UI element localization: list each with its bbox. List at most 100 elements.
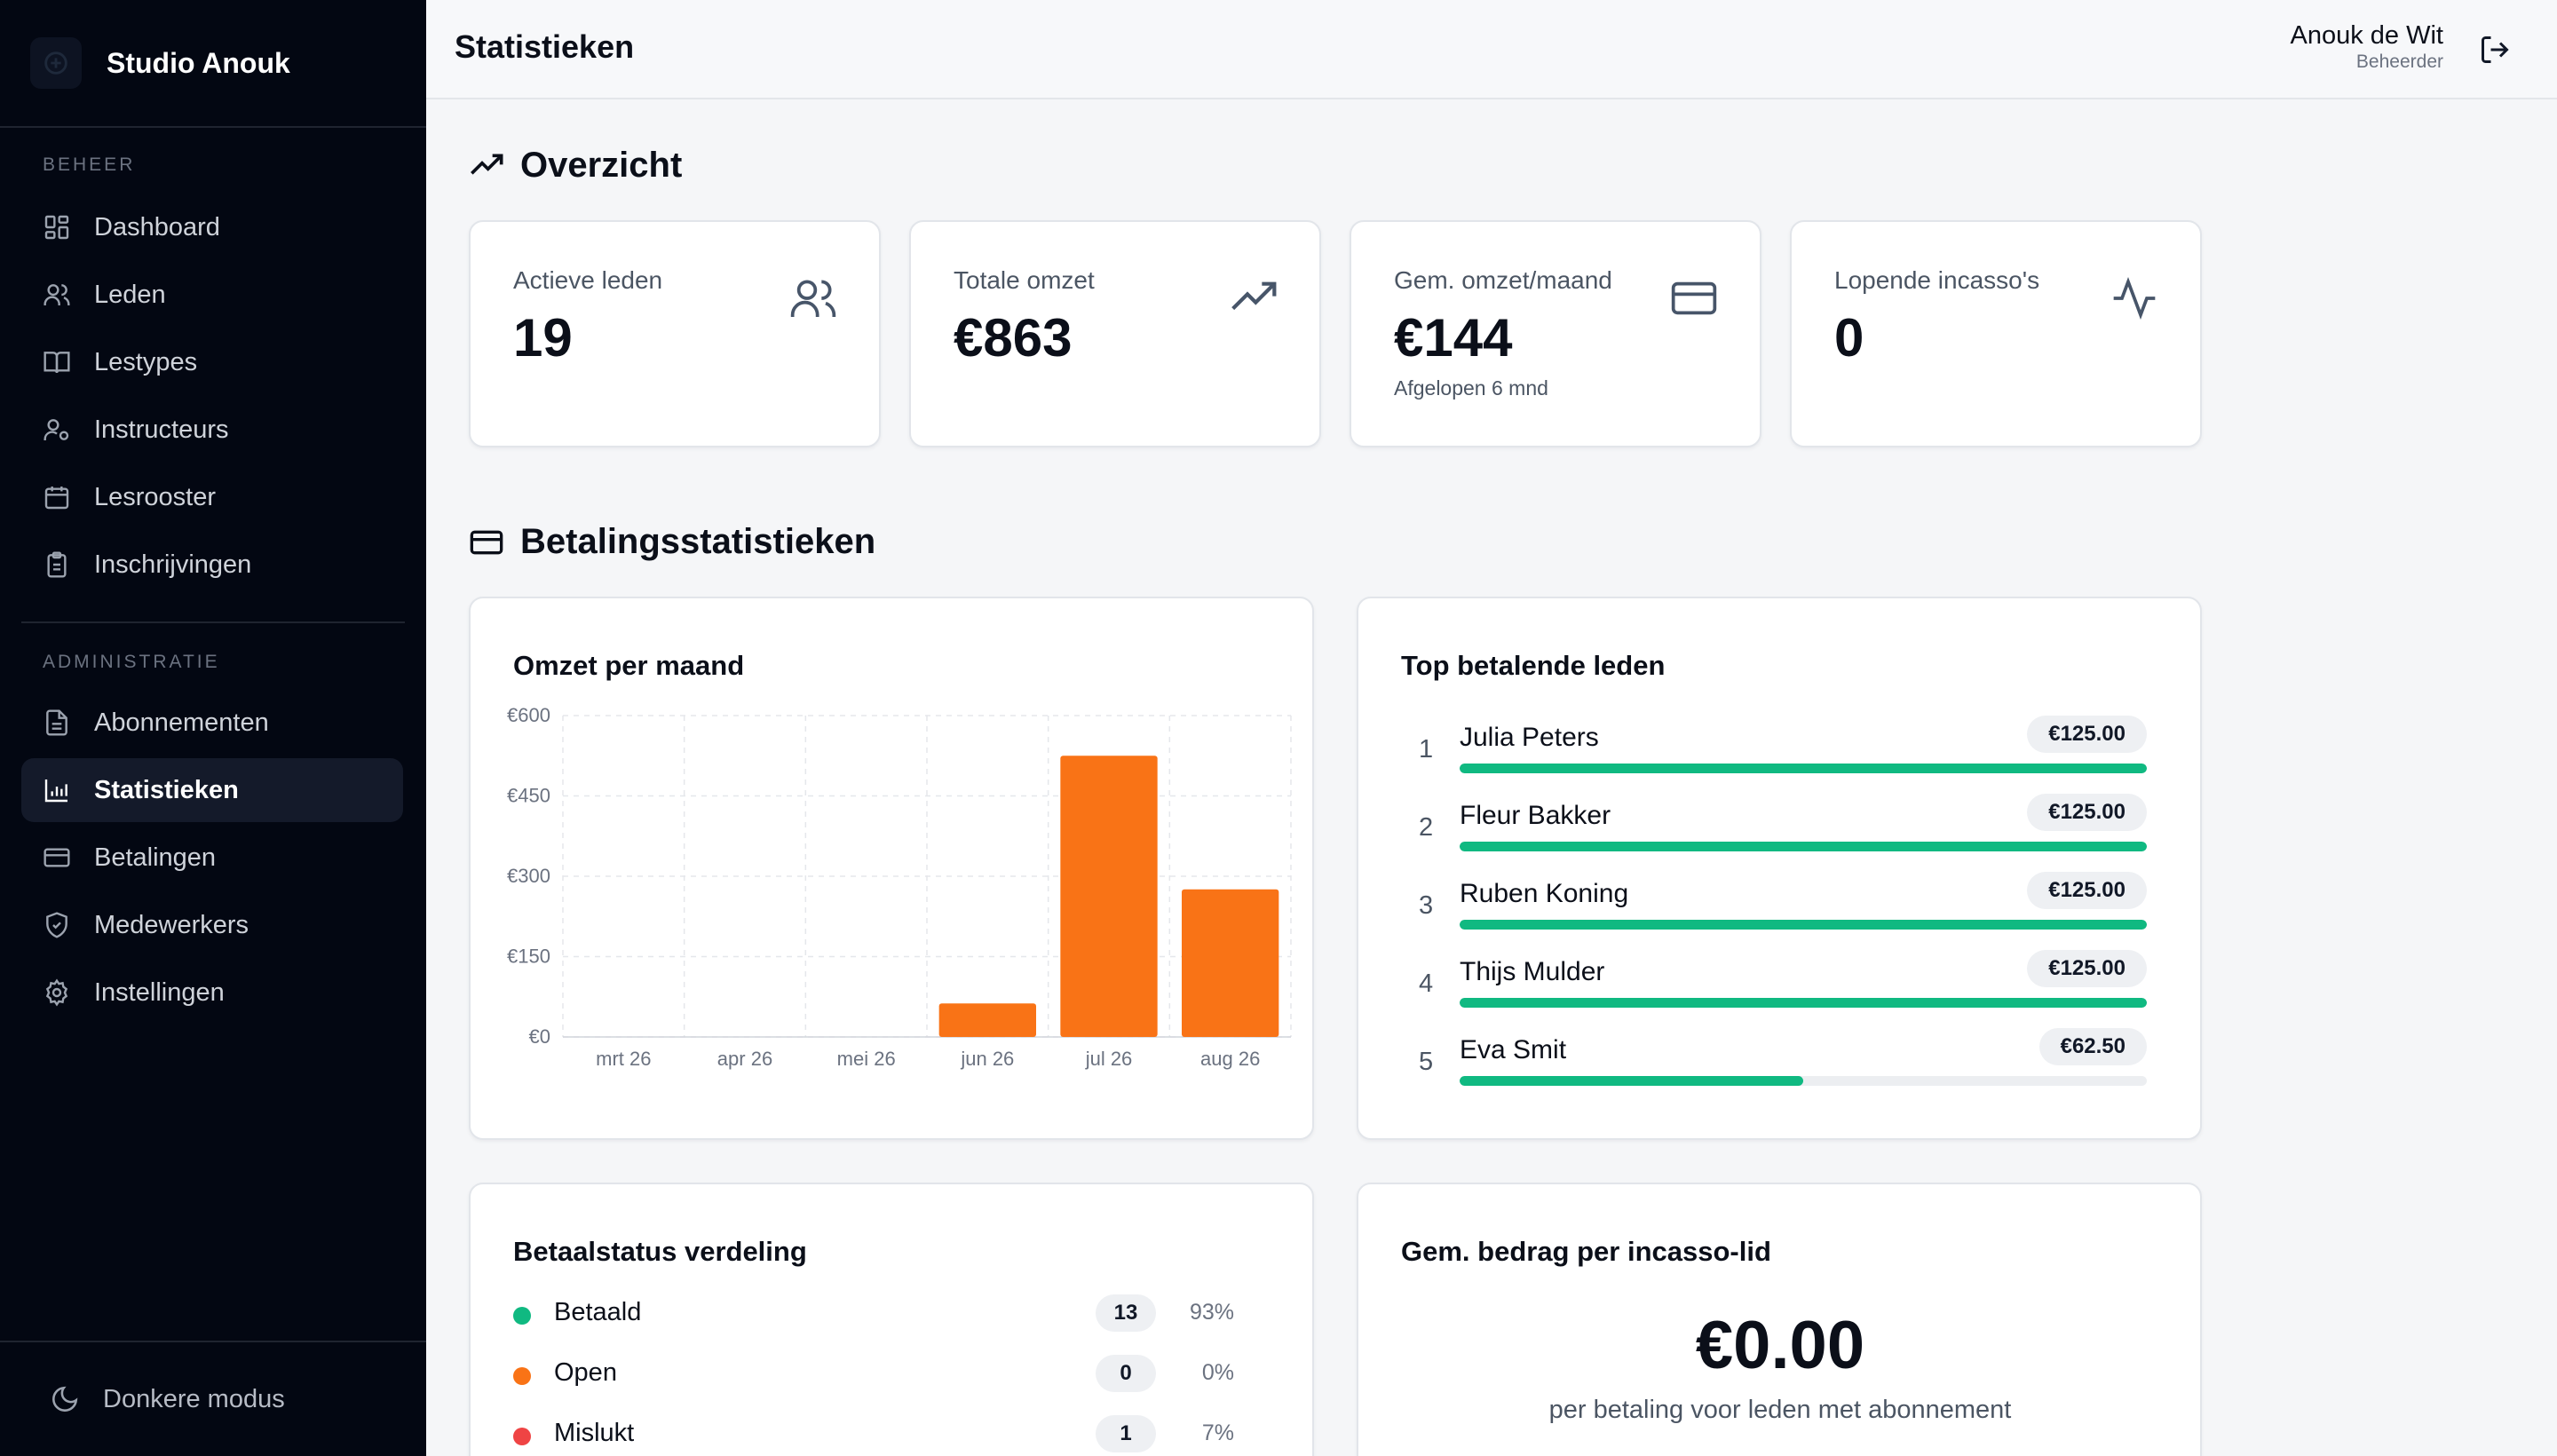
payments-title: Betalingsstatistieken — [469, 522, 875, 562]
member-amount-badge: €125.00 — [2027, 872, 2147, 909]
brand-logo-icon — [30, 37, 82, 89]
y-tick-label: €300 — [507, 865, 550, 887]
revenue-chart-card: Omzet per maand €0 €150 €300 €450 €600 mrt 26… — [469, 597, 1314, 1140]
member-share-fill — [1460, 920, 2147, 930]
sidebar-item-leden[interactable]: Leden — [21, 263, 403, 327]
status-count-badge: 13 — [1096, 1294, 1156, 1332]
top-member-row: 1 Julia Peters €125.00 — [1401, 716, 2147, 801]
status-percentage: 0% — [1201, 1360, 1234, 1385]
sidebar-item-label: Betalingen — [94, 843, 217, 872]
stat-label: Actieve leden — [513, 266, 663, 294]
sidebar-item-inschrijvingen[interactable]: Inschrijvingen — [21, 533, 403, 597]
sidebar-item-dashboard[interactable]: Dashboard — [21, 195, 403, 259]
credit-card-icon — [470, 530, 503, 554]
logout-icon[interactable] — [2479, 34, 2511, 66]
top-member-row: 4 Thijs Mulder €125.00 — [1401, 950, 2147, 1035]
sidebar-item-label: Lesrooster — [94, 482, 217, 511]
sidebar-item-label: Statistieken — [94, 775, 239, 804]
payments-title-text: Betalingsstatistieken — [520, 522, 876, 561]
y-tick-label: €0 — [529, 1025, 550, 1048]
status-row: Betaald 13 93% — [513, 1294, 1277, 1333]
avg-amount-value: €0.00 — [1695, 1308, 1865, 1383]
clipboard-icon — [47, 551, 67, 578]
revenue-bar — [938, 1003, 1036, 1037]
member-amount-badge: €125.00 — [2027, 950, 2147, 987]
credit-card-icon — [44, 848, 70, 867]
member-rank: 2 — [1419, 813, 1434, 842]
card-title: Top betalende leden — [1401, 650, 1666, 681]
member-share-track — [1460, 998, 2147, 1008]
trending-up-icon — [471, 154, 503, 175]
member-rank: 5 — [1419, 1048, 1434, 1076]
member-name: Eva Smit — [1460, 1035, 1567, 1064]
stat-label: Lopende incasso's — [1834, 266, 2040, 294]
top-member-row: 2 Fleur Bakker €125.00 — [1401, 794, 2147, 879]
stat-sub: Afgelopen 6 mnd — [1394, 376, 1548, 400]
status-dot-icon — [513, 1428, 531, 1445]
member-share-fill — [1460, 1076, 1803, 1086]
status-percentage: 93% — [1189, 1300, 1234, 1325]
sidebar-item-lestypes[interactable]: Lestypes — [21, 330, 403, 394]
user-name: Anouk de Wit — [2290, 21, 2443, 50]
top-members-card: Top betalende leden 1 Julia Peters €125.00… — [1357, 597, 2202, 1140]
stat-card-total-revenue: Totale omzet €863 — [909, 220, 1321, 447]
x-tick-label: jul 26 — [1085, 1048, 1133, 1070]
sidebar-item-abonnementen[interactable]: Abonnementen — [21, 691, 403, 755]
status-count-badge: 0 — [1096, 1355, 1156, 1392]
x-tick-label: apr 26 — [717, 1048, 772, 1070]
stat-card-pending-collections: Lopende incasso's 0 — [1790, 220, 2202, 447]
status-dot-icon — [513, 1307, 531, 1325]
member-share-track — [1460, 842, 2147, 851]
users-icon — [44, 284, 70, 305]
avg-amount-card: Gem. bedrag per incasso-lid €0.00 per be… — [1357, 1183, 2202, 1456]
status-name: Mislukt — [554, 1419, 635, 1447]
x-tick-label: jun 26 — [960, 1048, 1014, 1070]
sidebar-item-label: Abonnementen — [94, 708, 269, 737]
y-tick-label: €150 — [507, 946, 550, 968]
card-title: Omzet per maand — [513, 650, 745, 681]
sidebar-item-lesrooster[interactable]: Lesrooster — [21, 465, 403, 529]
activity-icon — [2113, 277, 2156, 320]
status-count-badge: 1 — [1096, 1415, 1156, 1452]
nav-heading-beheer: BEHEER — [43, 154, 136, 175]
member-name: Thijs Mulder — [1460, 957, 1605, 986]
revenue-bar — [1182, 889, 1279, 1037]
calendar-icon — [44, 487, 69, 510]
member-name: Ruben Koning — [1460, 879, 1629, 908]
sidebar-item-statistieken[interactable]: Statistieken — [21, 758, 403, 822]
stat-value: €144 — [1394, 308, 1513, 368]
sidebar-item-medewerkers[interactable]: Medewerkers — [21, 893, 403, 957]
sidebar-item-instellingen[interactable]: Instellingen — [21, 961, 403, 1025]
status-dot-icon — [513, 1367, 531, 1385]
member-share-track — [1460, 1076, 2147, 1086]
user-role: Beheerder — [2355, 51, 2443, 72]
sidebar-item-instructeurs[interactable]: Instructeurs — [21, 398, 403, 462]
member-name: Julia Peters — [1460, 723, 1599, 752]
stat-card-avg-revenue: Gem. omzet/maand €144 Afgelopen 6 mnd — [1350, 220, 1761, 447]
bar-chart-icon — [44, 779, 67, 803]
stat-label: Totale omzet — [954, 266, 1095, 294]
status-name: Open — [554, 1358, 617, 1387]
sidebar-item-betalingen[interactable]: Betalingen — [21, 826, 403, 890]
user-cog-icon — [44, 419, 69, 440]
dashboard-icon — [44, 215, 69, 240]
sidebar-item-label: Leden — [94, 280, 166, 309]
member-amount-badge: €125.00 — [2027, 716, 2147, 753]
dark-mode-toggle[interactable]: Donkere modus — [0, 1341, 426, 1456]
file-icon — [46, 709, 67, 736]
member-rank: 1 — [1419, 735, 1434, 764]
gear-icon — [45, 978, 68, 1007]
brand-title: Studio Anouk — [107, 46, 290, 79]
sidebar-item-label: Medewerkers — [94, 910, 249, 939]
top-member-row: 5 Eva Smit €62.50 — [1401, 1028, 2147, 1113]
x-tick-label: mei 26 — [837, 1048, 896, 1070]
stat-value: 0 — [1834, 308, 1864, 368]
moon-icon — [52, 1386, 78, 1412]
brand[interactable]: Studio Anouk — [0, 0, 426, 128]
book-icon — [44, 352, 70, 374]
status-distribution-card: Betaalstatus verdeling Betaald 13 93% Open 0… — [469, 1183, 1314, 1456]
overview-title: Overzicht — [469, 146, 682, 186]
top-header: Statistieken Anouk de Wit Beheerder — [426, 0, 2557, 99]
nav-divider — [21, 621, 405, 623]
sidebar-item-label: Instellingen — [94, 977, 225, 1007]
